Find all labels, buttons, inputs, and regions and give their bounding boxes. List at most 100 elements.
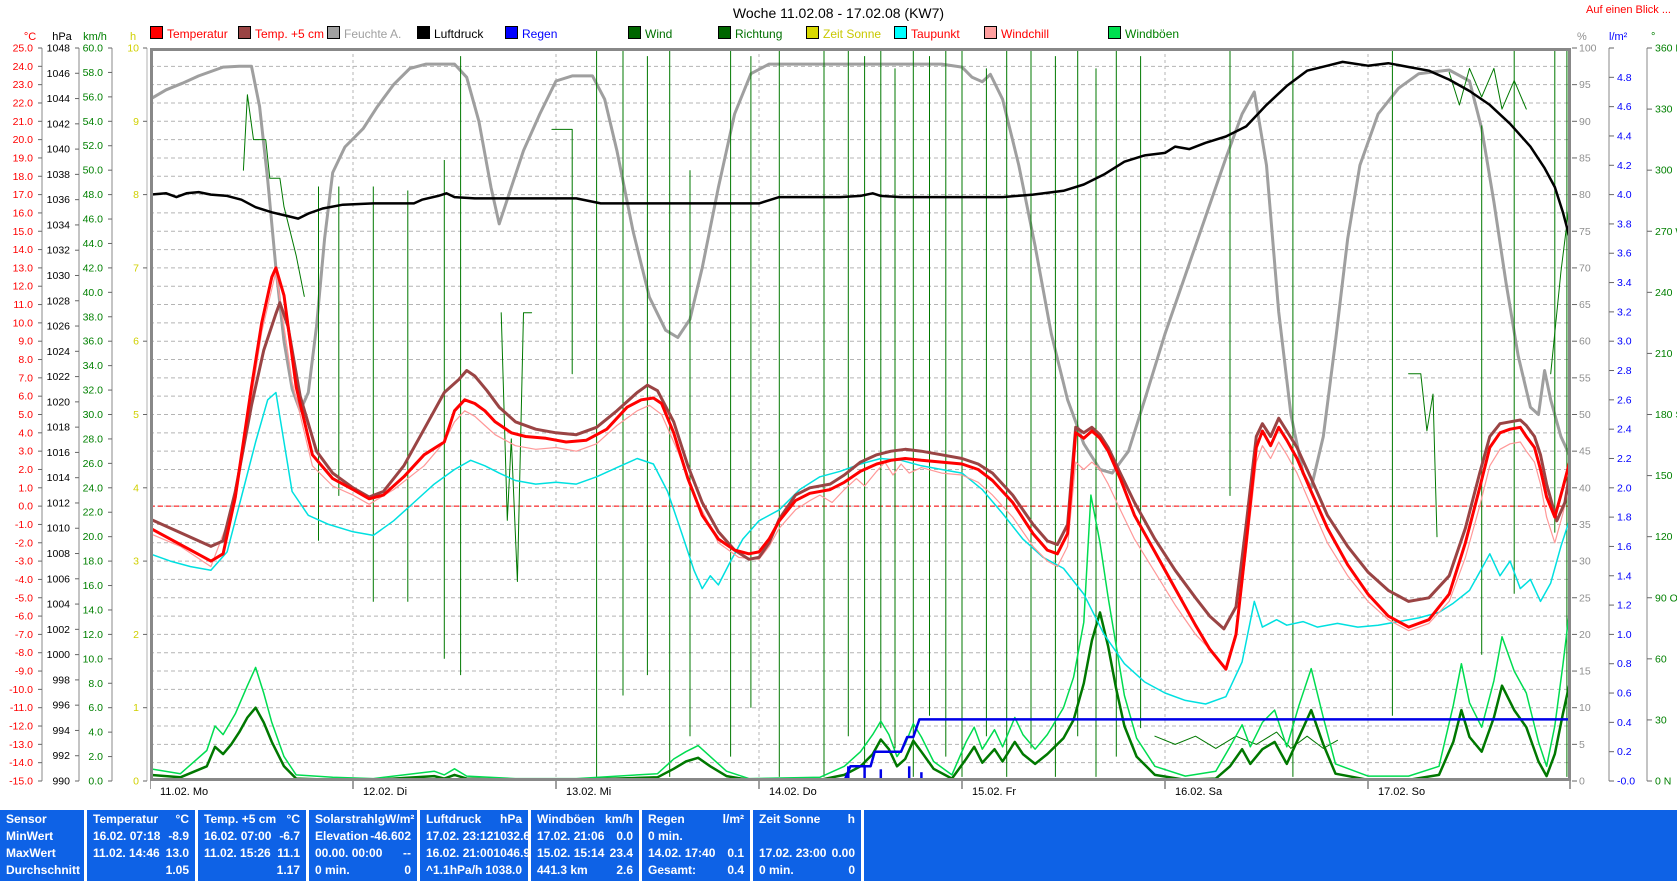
svg-text:4.6: 4.6: [1617, 101, 1632, 113]
svg-text:4.2: 4.2: [1617, 160, 1632, 172]
svg-text:1040: 1040: [47, 144, 71, 156]
svg-text:2.6: 2.6: [1617, 394, 1632, 406]
stats-luftdruck-avg-label: ^1.1hPa/h: [426, 863, 483, 877]
svg-text:1046: 1046: [47, 68, 71, 80]
legend-item-temp-5-cm[interactable]: Temp. +5 cm: [238, 26, 324, 41]
stats-zeit-sonne-max-value: 0.00: [831, 846, 855, 860]
stats-temp-5-cm-max: 11.02. 15:26 11.1: [198, 845, 306, 862]
svg-text:0: 0: [1579, 776, 1585, 788]
stats-temperatur-max: 11.02. 14:46 13.0: [87, 845, 195, 862]
svg-text:2.0: 2.0: [18, 464, 33, 476]
svg-text:210: 210: [1655, 348, 1673, 360]
svg-text:2: 2: [133, 629, 139, 641]
stats-header-temperatur: Temperatur °C: [87, 811, 195, 828]
stats-windb-en-avg: 441.3 km 2.6: [531, 862, 639, 879]
svg-text:1010: 1010: [47, 523, 71, 535]
stats-temperatur-avg-value: 1.05: [165, 863, 189, 877]
svg-text:-9.0: -9.0: [15, 666, 33, 678]
svg-text:-0.0: -0.0: [1617, 776, 1635, 788]
legend-item-regen[interactable]: Regen: [505, 26, 557, 41]
svg-text:-11.0: -11.0: [10, 702, 33, 714]
svg-text:km/h: km/h: [83, 31, 107, 43]
left-axis-scales: °C 25.0 24.0 23.0 22.0 21.0 20.0 19.0 18.0 17.0 16…: [0, 0, 150, 886]
svg-text:60.0: 60.0: [83, 43, 104, 55]
stats-regen-min: 0 min.: [642, 828, 750, 845]
legend-item-wind[interactable]: Wind: [628, 26, 672, 41]
stats-regen-max: 14.02. 17:40 0.1: [642, 845, 750, 862]
legend-item-feuchte-a-[interactable]: Feuchte A.: [327, 26, 401, 41]
stats-header-regen-value: l/m²: [722, 812, 744, 826]
svg-text:4.0: 4.0: [1617, 189, 1632, 201]
svg-text:1012: 1012: [47, 497, 71, 509]
svg-text:11.0: 11.0: [13, 299, 33, 311]
svg-text:1.4: 1.4: [1617, 570, 1632, 582]
svg-text:34.0: 34.0: [83, 360, 104, 372]
svg-text:-2.0: -2.0: [15, 537, 33, 549]
x-axis-day-label: 12.02. Di: [363, 786, 408, 798]
svg-text:5: 5: [133, 409, 139, 421]
svg-text:1008: 1008: [47, 548, 71, 560]
stats-col-temp-5-cm: Temp. +5 cm °C 16.02. 07:00 -6.7 11.02. 15:2…: [198, 810, 306, 881]
stats-solarstrahlg-max-label: 00.00. 00:00: [315, 846, 383, 860]
svg-text:54.0: 54.0: [83, 116, 104, 128]
svg-text:120: 120: [1655, 531, 1673, 543]
stats-row-label-3: Durchschnitt: [0, 862, 84, 879]
svg-text:10.0: 10.0: [13, 317, 34, 329]
legend-item-luftdruck[interactable]: Luftdruck: [417, 26, 483, 41]
legend-swatch: [718, 26, 731, 39]
stats-regen-min-label: 0 min.: [648, 829, 683, 843]
svg-text:2.0: 2.0: [88, 751, 103, 763]
svg-text:1022: 1022: [47, 371, 71, 383]
stats-col-windb-en: Windböen km/h 17.02. 21:06 0.0 15.02. 15:14 2…: [531, 810, 639, 881]
stats-windb-en-min-label: 17.02. 21:06: [537, 829, 605, 843]
page-title: Woche 11.02.08 - 17.02.08 (KW7): [732, 5, 945, 21]
stats-luftdruck-max-label: 16.02. 21:00: [426, 846, 494, 860]
svg-text:15.0: 15.0: [13, 226, 34, 238]
stats-solarstrahlg-min-value: -46.602: [370, 829, 411, 843]
svg-text:2.8: 2.8: [1617, 365, 1632, 377]
svg-text:30: 30: [1655, 714, 1667, 726]
stats-temperatur-max-value: 13.0: [165, 846, 189, 860]
svg-text:35: 35: [1579, 519, 1591, 531]
stats-luftdruck-min-value: 1032.6: [493, 829, 528, 843]
legend-item-taupunkt[interactable]: Taupunkt: [894, 26, 960, 41]
legend-label: Windböen: [1125, 27, 1180, 41]
x-axis-day-label: 15.02. Fr: [972, 786, 1017, 798]
svg-text:18.0: 18.0: [83, 556, 104, 568]
stats-zeit-sonne-min: [753, 828, 861, 845]
stats-temperatur-min: 16.02. 07:18 -8.9: [87, 828, 195, 845]
stats-header-temperatur-value: °C: [175, 812, 189, 826]
svg-text:0.2: 0.2: [1617, 746, 1632, 758]
legend-item-temperatur[interactable]: Temperatur: [150, 26, 228, 41]
svg-text:42.0: 42.0: [83, 262, 104, 274]
svg-text:hPa: hPa: [52, 31, 72, 43]
stats-solarstrahlg-min: Elevation -46.602: [309, 828, 417, 845]
stats-header-windb-en: Windböen km/h: [531, 811, 639, 828]
stats-header-zeit-sonne-label: Zeit Sonne: [759, 812, 821, 826]
svg-text:-3.0: -3.0: [15, 556, 33, 568]
legend-item-zeit-sonne[interactable]: Zeit Sonne: [806, 26, 881, 41]
svg-text:0.0: 0.0: [18, 501, 33, 513]
legend-item-windchill[interactable]: Windchill: [984, 26, 1049, 41]
stats-header-luftdruck-value: hPa: [499, 812, 522, 826]
stats-regen-avg: Gesamt: 0.4: [642, 862, 750, 879]
legend-item-windb-en[interactable]: Windböen: [1108, 26, 1180, 41]
svg-text:12.0: 12.0: [13, 281, 34, 293]
chart-plot-area[interactable]: [149, 48, 1571, 800]
svg-text:22.0: 22.0: [13, 97, 34, 109]
svg-text:56.0: 56.0: [83, 91, 104, 103]
svg-text:-8.0: -8.0: [15, 647, 33, 659]
quick-view-link[interactable]: Auf einen Blick ...: [1586, 4, 1671, 16]
stats-col-luftdruck: Luftdruck hPa 17.02. 23:12 1032.6 16.02. 21:…: [420, 810, 528, 881]
svg-text:1038: 1038: [47, 169, 71, 181]
stats-temperatur-min-value: -8.9: [168, 829, 189, 843]
svg-text:°: °: [1651, 31, 1655, 43]
svg-text:990: 990: [52, 776, 70, 788]
stats-windb-en-max-value: 23.4: [609, 846, 633, 860]
svg-text:1028: 1028: [47, 295, 71, 307]
stats-windb-en-max-label: 15.02. 15:14: [537, 846, 605, 860]
svg-text:h: h: [130, 31, 136, 43]
legend-item-richtung[interactable]: Richtung: [718, 26, 782, 41]
svg-text:5.0: 5.0: [18, 409, 33, 421]
stats-table: Sensor MinWert MaxWert Durchschnitt Temperat…: [0, 810, 1677, 881]
